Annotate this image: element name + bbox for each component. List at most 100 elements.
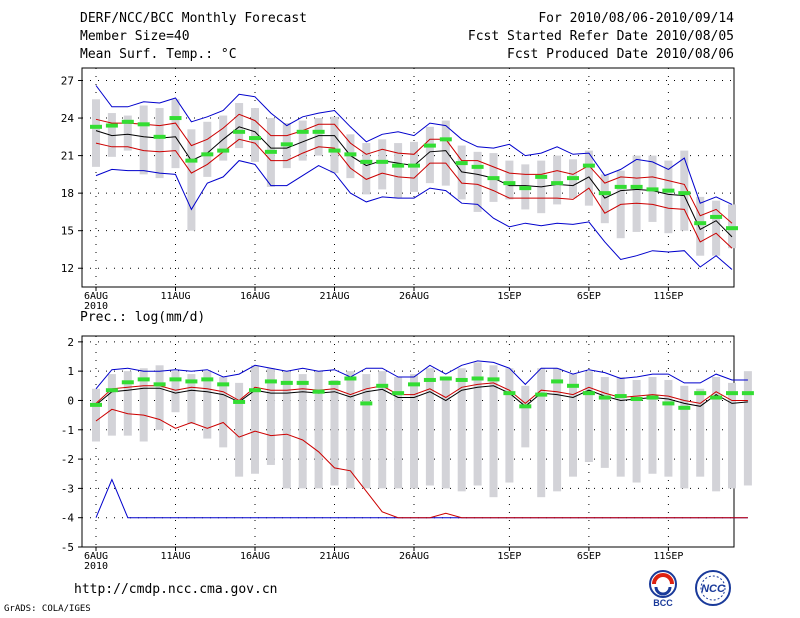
box	[680, 385, 689, 489]
green-marker	[169, 116, 182, 121]
bcc-logo: BCC	[649, 570, 677, 608]
box	[251, 108, 259, 162]
green-marker	[439, 376, 452, 381]
green-marker	[201, 377, 214, 382]
box	[457, 145, 466, 200]
box	[743, 371, 752, 486]
box	[616, 377, 625, 477]
box	[282, 371, 291, 489]
box	[425, 126, 434, 184]
green-marker	[471, 164, 484, 169]
green-marker	[646, 395, 659, 400]
max-line	[95, 85, 733, 205]
green-marker	[678, 191, 691, 196]
box	[107, 113, 116, 157]
box	[696, 388, 705, 477]
box	[219, 115, 228, 161]
x-tick-label: 16AUG	[240, 551, 270, 562]
green-marker	[328, 380, 341, 385]
upper-spread-line	[95, 113, 733, 224]
green-marker	[439, 137, 452, 142]
box	[123, 115, 132, 151]
green-marker	[535, 174, 548, 179]
green-marker	[423, 377, 436, 382]
green-marker	[598, 191, 611, 196]
box	[330, 116, 339, 174]
x-tick-label: 11SEP	[653, 291, 683, 302]
start-date: Fcst Started Refer Date 2010/08/05	[467, 29, 734, 44]
max-line	[95, 360, 748, 390]
x-tick-label: 21AUG	[319, 291, 349, 302]
green-marker	[233, 399, 246, 404]
green-marker	[408, 163, 420, 168]
box	[235, 382, 244, 477]
header-title: DERF/NCC/BCC Monthly Forecast	[80, 11, 307, 26]
box	[584, 371, 593, 463]
green-marker	[217, 382, 230, 387]
green-marker	[153, 382, 166, 387]
box	[187, 129, 196, 231]
green-marker	[535, 392, 548, 397]
x-tick-label: 26AUG	[399, 551, 429, 562]
box	[139, 368, 148, 442]
grads-credit: GrADS: COLA/IGES	[4, 604, 91, 614]
box	[330, 379, 339, 486]
y-tick-label: 2	[67, 336, 74, 349]
box	[584, 150, 593, 206]
ncc-logo: NCC	[695, 570, 731, 606]
temp-panel-title: Mean Surf. Temp.: °C	[80, 47, 237, 62]
y-tick-label: -3	[61, 482, 74, 495]
box	[696, 196, 705, 256]
box	[314, 371, 323, 489]
green-marker	[519, 404, 532, 409]
y-tick-label: 12	[61, 262, 74, 275]
forecast-period: For 2010/08/06-2010/09/14	[538, 11, 734, 26]
green-marker	[121, 119, 134, 124]
box	[505, 368, 514, 483]
x-tick-label: 1SEP	[497, 291, 521, 302]
green-marker	[726, 391, 738, 396]
box	[219, 377, 228, 448]
box	[394, 377, 403, 489]
green-marker	[280, 380, 293, 385]
x-tick-label: 6SEP	[577, 551, 601, 562]
box	[155, 108, 164, 179]
green-marker	[646, 187, 659, 192]
box	[298, 120, 307, 161]
box	[394, 143, 403, 199]
green-marker	[280, 142, 293, 147]
green-marker	[296, 380, 309, 385]
x-tick-label: 16AUG	[240, 291, 270, 302]
x-tick-label: 26AUG	[399, 291, 429, 302]
green-marker	[694, 221, 707, 226]
green-marker	[249, 136, 261, 141]
source-url[interactable]: http://cmdp.ncc.cma.gov.cn	[74, 582, 278, 597]
green-marker	[264, 149, 277, 154]
green-marker	[360, 159, 373, 164]
box	[728, 382, 736, 489]
box	[171, 99, 180, 169]
box	[600, 174, 609, 224]
green-marker	[503, 181, 516, 186]
green-marker	[741, 391, 754, 396]
green-marker	[408, 382, 420, 387]
box	[187, 374, 196, 424]
box	[441, 377, 450, 489]
box	[298, 374, 307, 489]
green-marker	[312, 389, 325, 394]
box	[378, 139, 387, 190]
green-marker	[598, 395, 611, 400]
green-marker	[264, 379, 277, 384]
box	[680, 150, 689, 231]
box	[346, 371, 355, 489]
y-tick-label: -1	[61, 424, 74, 437]
green-marker	[312, 129, 325, 134]
y-tick-label: 15	[61, 225, 74, 238]
green-marker	[471, 376, 484, 381]
year-label: 2010	[84, 561, 108, 572]
box	[314, 118, 323, 156]
green-marker	[344, 376, 357, 381]
box	[664, 160, 673, 234]
box	[139, 105, 148, 175]
green-marker	[137, 377, 150, 382]
